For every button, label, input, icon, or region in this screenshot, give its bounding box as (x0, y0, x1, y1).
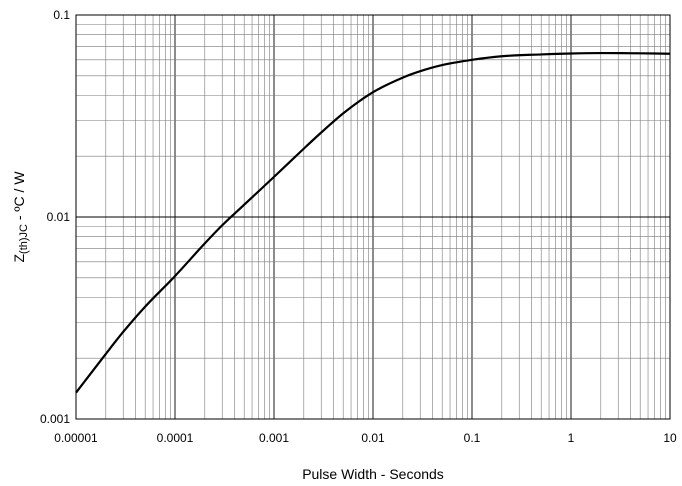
x-tick-label: 0.1 (464, 431, 481, 445)
y-axis-tick-labels: 0.001 0.01 0.1 (40, 8, 70, 426)
y-axis-title-subscript: (th)JC (18, 224, 30, 254)
x-tick-label: 0.0001 (157, 431, 194, 445)
x-axis-title: Pulse Width - Seconds (302, 466, 444, 482)
series-line (75, 51, 671, 394)
grid-lines (76, 15, 670, 419)
x-axis-tick-labels: 0.00001 0.0001 0.001 0.01 0.1 1 10 (54, 431, 677, 445)
y-axis-title-units: - ºC / W (11, 171, 27, 224)
x-tick-label: 10 (663, 431, 677, 445)
x-tick-label: 0.01 (361, 431, 385, 445)
x-tick-label: 0.00001 (54, 431, 98, 445)
y-tick-label: 0.1 (53, 8, 70, 22)
y-tick-label: 0.01 (47, 210, 71, 224)
y-axis-title-z: Z (11, 254, 27, 263)
y-axis-title: Z(th)JC - ºC / W (11, 171, 30, 263)
plot-area-frame (75, 14, 671, 420)
x-tick-label: 0.001 (259, 431, 289, 445)
x-tick-label: 1 (568, 431, 575, 445)
y-tick-label: 0.001 (40, 412, 70, 426)
